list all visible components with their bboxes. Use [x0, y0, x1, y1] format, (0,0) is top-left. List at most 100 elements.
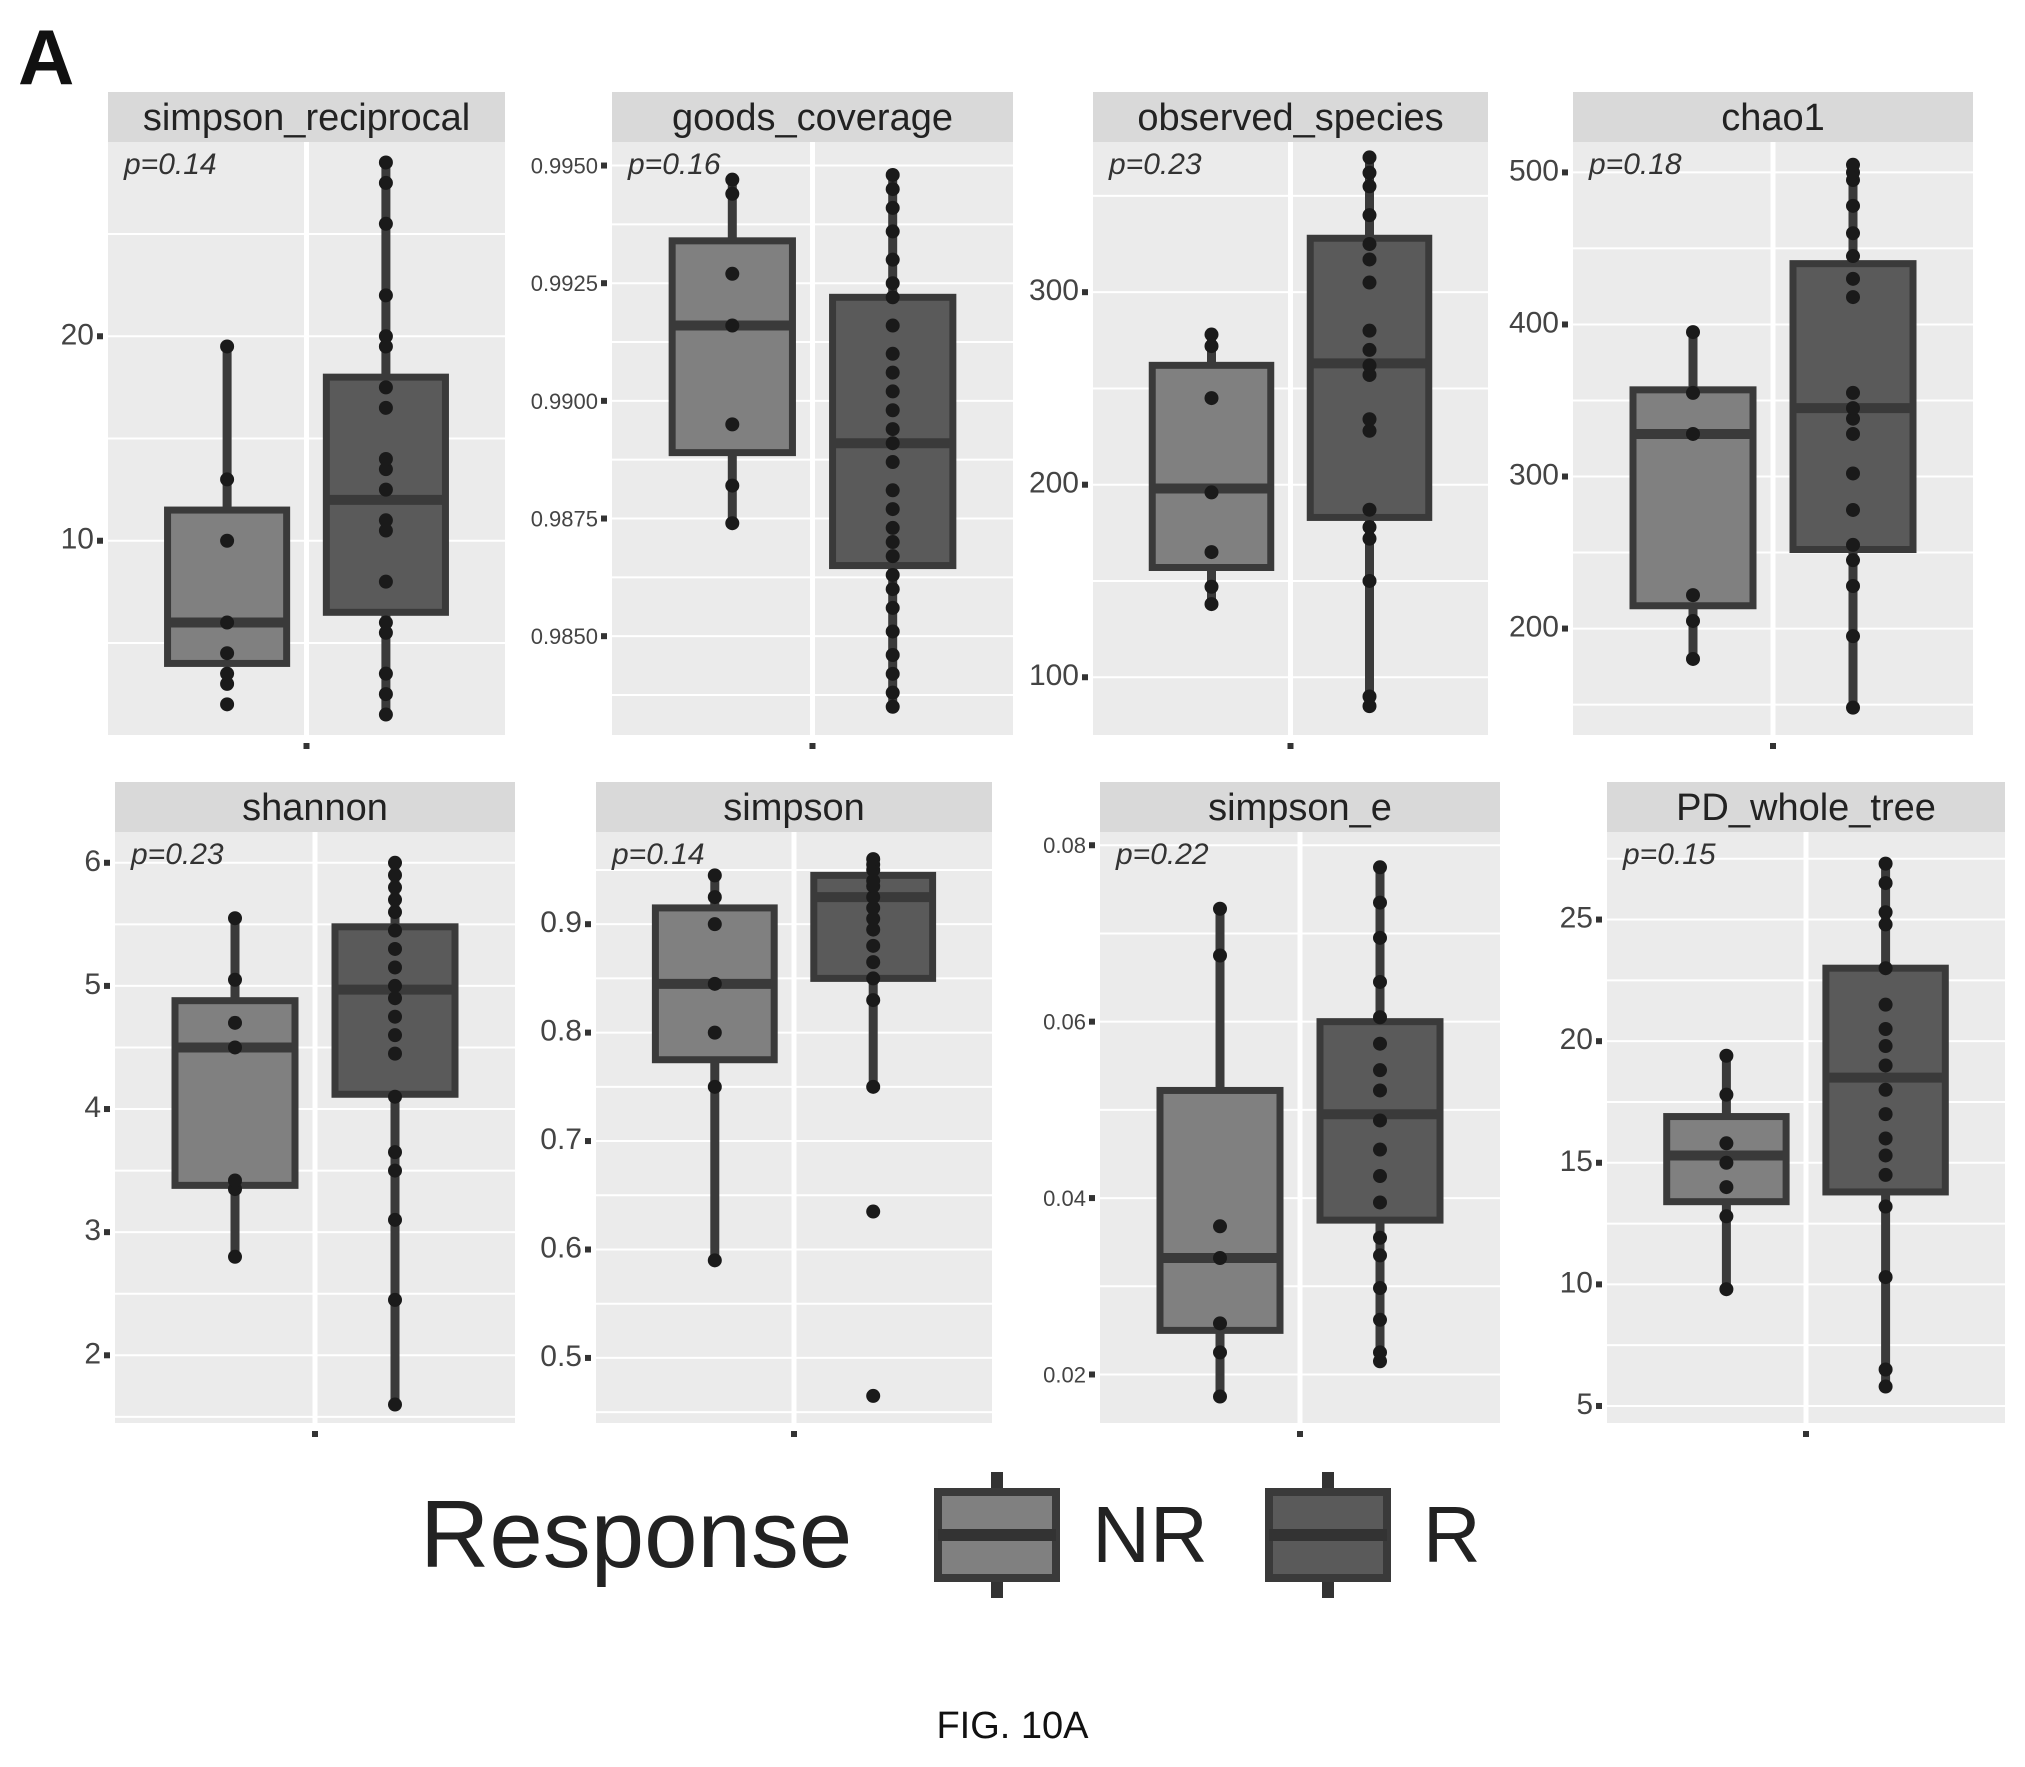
data-point-r: [388, 1212, 402, 1227]
data-point-r: [885, 200, 900, 215]
y-tick-mark: [104, 859, 110, 866]
p-value-label: p=0.23: [1108, 148, 1202, 181]
data-point-nr: [220, 697, 235, 712]
data-point-nr: [1213, 901, 1227, 916]
y-tick-mark: [1089, 1371, 1095, 1378]
data-point-r: [885, 502, 900, 517]
data-point-r: [1373, 1312, 1387, 1327]
y-tick-mark: [585, 1029, 591, 1036]
facet-panel-observed-species: observed_species 100 200 300 p=0.23: [1029, 92, 1488, 749]
data-point-r: [378, 707, 393, 722]
data-point-r: [885, 455, 900, 470]
data-point-r: [1846, 553, 1860, 568]
data-point-r: [885, 624, 900, 639]
y-tick-mark: [104, 1229, 110, 1236]
data-point-r: [388, 868, 402, 883]
facet-panel-simpson-reciprocal: simpson_reciprocal 10 20 p=0.14: [61, 92, 505, 749]
data-point-nr: [228, 1249, 242, 1264]
data-point-nr: [228, 1015, 242, 1030]
box-nr: [1629, 386, 1757, 610]
y-tick-label: 6: [84, 845, 101, 878]
data-point-r: [378, 482, 393, 497]
data-point-r: [1373, 1063, 1387, 1078]
data-point-r: [885, 436, 900, 451]
data-point-r: [885, 276, 900, 291]
box-nr: [171, 997, 299, 1189]
data-point-r: [388, 1292, 402, 1307]
data-point-r: [1846, 198, 1860, 213]
y-tick-mark: [1089, 842, 1095, 849]
data-point-nr: [220, 646, 235, 661]
y-tick-label: 0.9875: [531, 507, 598, 532]
y-tick-mark: [601, 633, 607, 640]
data-point-nr: [1213, 1219, 1227, 1234]
legend-title: Response: [420, 1481, 853, 1588]
data-point-r: [1373, 974, 1387, 989]
data-point-r: [378, 451, 393, 466]
data-point-nr: [707, 1079, 722, 1094]
data-point-r: [885, 224, 900, 239]
data-point-r: [1373, 860, 1387, 875]
data-point-r: [885, 182, 900, 197]
data-point-r: [378, 175, 393, 190]
p-value-label: p=0.16: [627, 148, 721, 181]
data-point-r: [866, 971, 881, 986]
data-point-nr: [725, 172, 740, 187]
y-tick-label: 0.08: [1043, 833, 1086, 858]
data-point-r: [885, 483, 900, 498]
data-point-r: [378, 513, 393, 528]
x-tick: [1770, 743, 1776, 749]
data-point-r: [1846, 290, 1860, 305]
data-point-r: [866, 938, 881, 953]
data-point-r: [1373, 1281, 1387, 1296]
data-point-nr: [228, 1040, 242, 1055]
data-point-nr: [725, 417, 740, 432]
data-point-r: [1362, 699, 1377, 714]
data-point-r: [1846, 249, 1860, 264]
facet-label: simpson_e: [1208, 787, 1392, 829]
figure-caption: FIG. 10A: [936, 1705, 1089, 1747]
y-tick-mark: [1089, 1195, 1095, 1202]
data-point-r: [388, 923, 402, 938]
data-point-r: [1878, 1039, 1893, 1054]
data-point-nr: [1686, 588, 1700, 603]
y-tick-mark: [1562, 321, 1568, 328]
y-tick-label: 0.06: [1043, 1010, 1086, 1035]
facet-panel-goods-coverage: goods_coverage 0.9850 0.9875 0.9900 0.9925 0.…: [531, 92, 1013, 749]
data-point-r: [866, 911, 881, 926]
p-value-label: p=0.22: [1115, 838, 1209, 871]
y-tick-mark: [104, 1106, 110, 1113]
data-point-r: [866, 1388, 881, 1403]
data-point-nr: [228, 911, 242, 926]
data-point-nr: [1204, 391, 1219, 406]
data-point-r: [378, 400, 393, 415]
data-point-r: [885, 384, 900, 399]
data-point-r: [1878, 1058, 1893, 1073]
data-point-r: [1878, 1148, 1893, 1163]
data-point-r: [1362, 367, 1377, 382]
data-point-r: [1846, 466, 1860, 481]
data-point-nr: [220, 676, 235, 691]
y-tick-label: 20: [1560, 1023, 1593, 1056]
y-tick-label: 200: [1509, 611, 1559, 644]
box-nr: [164, 506, 291, 667]
data-point-r: [1878, 917, 1893, 932]
data-point-nr: [220, 339, 235, 354]
facet-panel-chao1: chao1 200 300 400 500 p=0.18: [1509, 92, 1973, 749]
data-point-r: [1373, 1113, 1387, 1128]
data-point-r: [885, 647, 900, 662]
data-point-r: [1878, 1131, 1893, 1146]
data-point-r: [1846, 226, 1860, 241]
data-point-nr: [228, 972, 242, 987]
data-point-r: [1846, 411, 1860, 426]
data-point-r: [1373, 1169, 1387, 1184]
y-tick-mark: [97, 537, 103, 544]
data-point-nr: [1719, 1155, 1734, 1170]
data-point-r: [1846, 271, 1860, 286]
data-point-nr: [1686, 385, 1700, 400]
facet-panel-pd-whole-tree: PD_whole_tree 5 10 15 20 25 p=0.15: [1560, 782, 2005, 1437]
y-tick-mark: [1596, 1038, 1602, 1045]
data-point-nr: [1719, 1180, 1734, 1195]
data-point-r: [388, 941, 402, 956]
